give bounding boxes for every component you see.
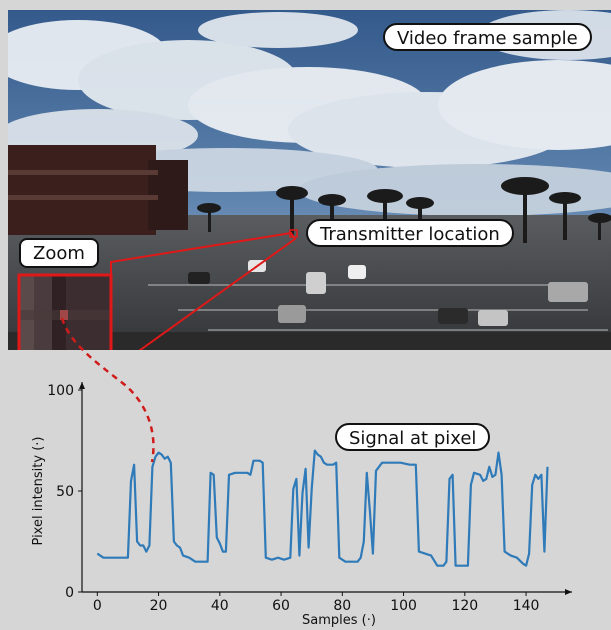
x-tick-label: 80 [333,598,351,614]
palm-trees [197,177,611,243]
y-tick-label: 100 [47,383,74,399]
transmitter-location-label: Transmitter location [306,219,514,247]
pixel-signal-connector [60,317,155,463]
zoom-label: Zoom [19,238,99,268]
building [8,145,188,235]
x-tick-label: 140 [513,598,540,614]
x-tick-label: 60 [272,598,290,614]
parking-lines [148,284,608,331]
x-axis-arrow [565,589,572,595]
y-axis-label: Pixel intensity (·) [31,437,46,546]
chart-root: 0 20 40 60 80 100 120 140 0 50 100 Samples (·) Pixel… [31,317,572,628]
parked-cars [188,260,588,326]
y-tick-label: 50 [56,484,74,500]
x-axis-label: Samples (·) [302,613,376,628]
y-tick-label: 0 [65,585,74,601]
x-tick-label: 20 [150,598,168,614]
signal-line [96,449,549,567]
x-tick-label: 100 [390,598,417,614]
x-tick-label: 120 [451,598,478,614]
x-tick-label: 40 [211,598,229,614]
video-frame-label: Video frame sample [383,23,592,51]
x-tick-label: 0 [93,598,102,614]
y-axis-arrow [79,382,85,389]
transmitter-marker [289,229,298,238]
signal-at-pixel-label: Signal at pixel [335,423,491,451]
